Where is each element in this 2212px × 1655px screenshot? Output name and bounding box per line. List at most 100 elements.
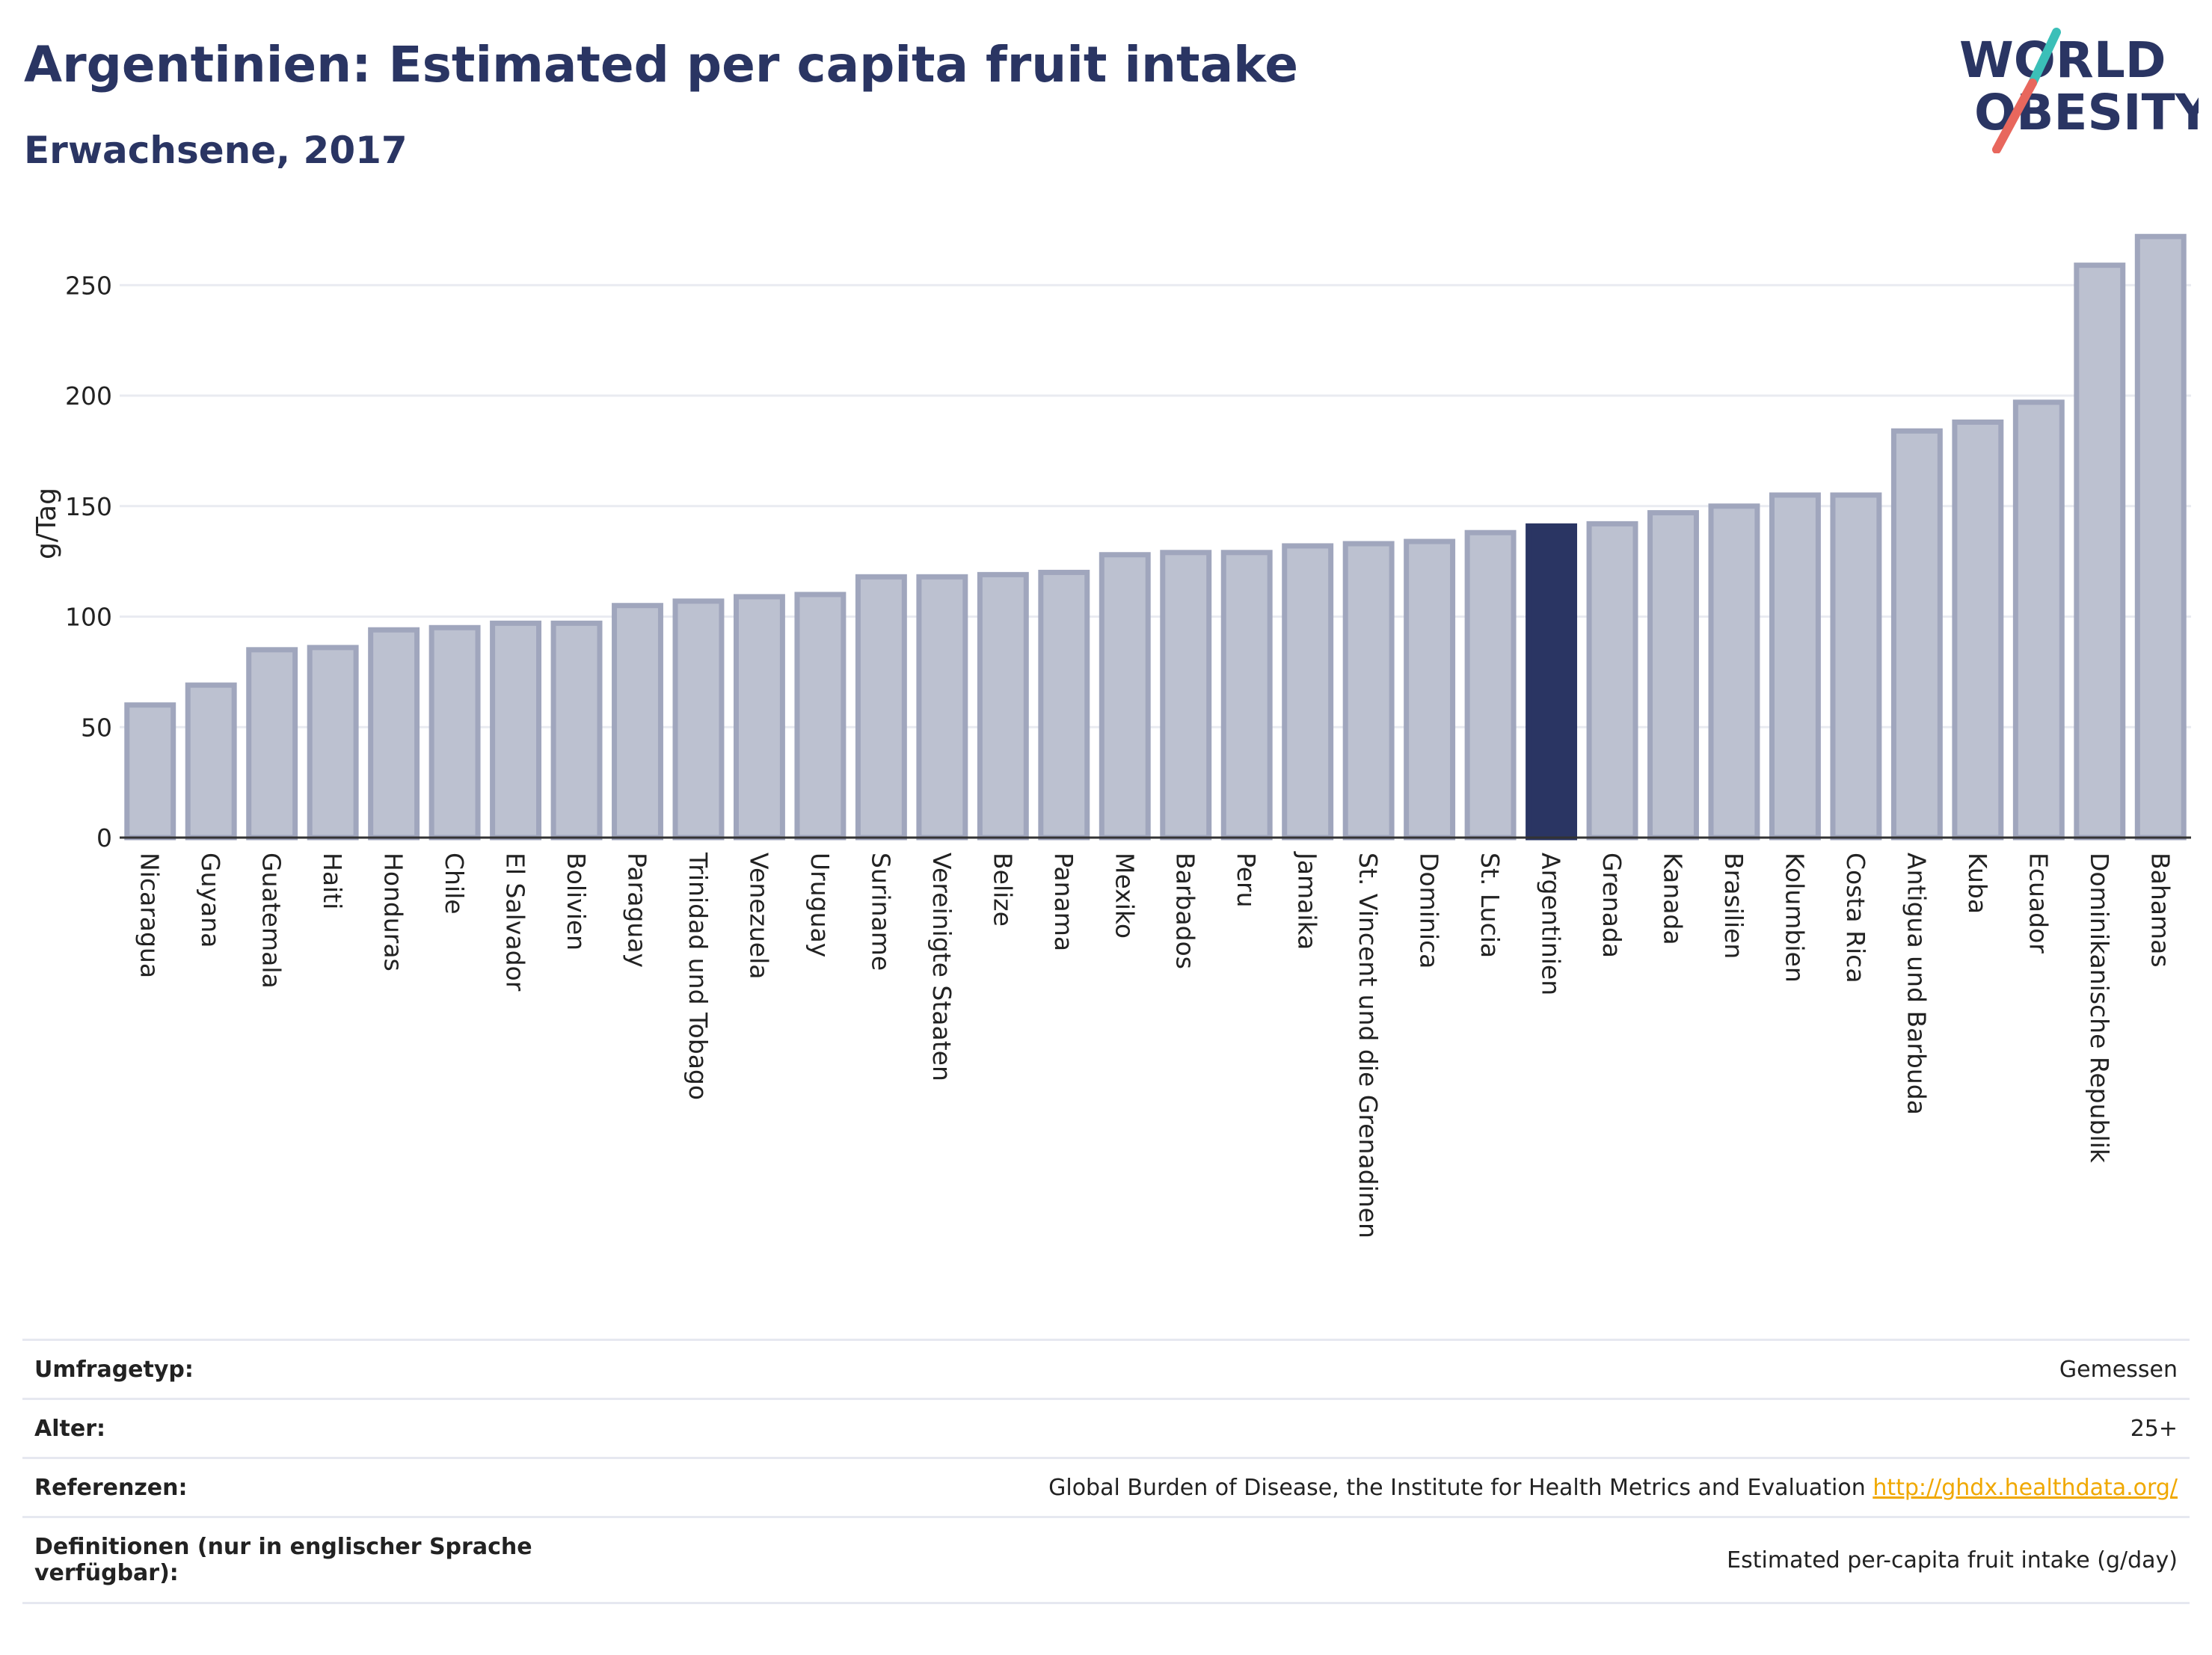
bar-kuba[interactable] bbox=[1952, 419, 2004, 841]
bar-peru[interactable] bbox=[1220, 550, 1273, 841]
info-label: Umfragetyp: bbox=[22, 1339, 570, 1400]
bar-brasilien[interactable] bbox=[1708, 503, 1760, 841]
y-axis-title: g/Tag bbox=[31, 488, 62, 559]
bar-paraguay[interactable] bbox=[612, 603, 663, 841]
reference-text: Global Burden of Disease, the Institute … bbox=[1048, 1474, 1866, 1501]
info-label: Definitionen (nur in englischer Sprache … bbox=[22, 1516, 570, 1604]
bar-dominica[interactable] bbox=[1404, 538, 1456, 841]
bar-vereinigte-staaten[interactable] bbox=[916, 574, 968, 841]
info-value: 25+ bbox=[570, 1398, 2190, 1459]
bar-nicaragua[interactable] bbox=[124, 702, 176, 841]
info-value: Gemessen bbox=[570, 1339, 2190, 1400]
x-category-label: Argentinien bbox=[1537, 853, 1566, 995]
x-category-label: Trinidad und Tobago bbox=[683, 852, 713, 1100]
x-category-label: Guatemala bbox=[257, 853, 286, 989]
x-category-label: Haiti bbox=[318, 853, 347, 909]
info-value: Global Burden of Disease, the Institute … bbox=[570, 1457, 2190, 1518]
x-category-label: Ecuador bbox=[2024, 853, 2053, 954]
bar-kolumbien[interactable] bbox=[1769, 492, 1821, 841]
x-category-label: Mexiko bbox=[1110, 853, 1139, 939]
bar-chart: 0 50 100 150 200 250 Nicaragua Guyana Guatemala… bbox=[31, 233, 2191, 1238]
bar-antigua-und-barbuda[interactable] bbox=[1890, 428, 1943, 841]
x-category-label: Bahamas bbox=[2145, 853, 2175, 968]
y-tick-label: 200 bbox=[65, 381, 112, 411]
x-category-label: Antigua und Barbuda bbox=[1902, 853, 1931, 1115]
x-category-label: Uruguay bbox=[805, 853, 835, 957]
bar-panama[interactable] bbox=[1038, 569, 1090, 841]
y-tick-label: 50 bbox=[81, 713, 112, 742]
x-category-label: Dominikanische Republik bbox=[2085, 853, 2114, 1164]
x-category-label: Brasilien bbox=[1719, 853, 1748, 959]
bar-haiti[interactable] bbox=[307, 645, 359, 841]
reference-link[interactable]: http://ghdx.healthdata.org/ bbox=[1872, 1474, 2178, 1501]
bar-st-lucia[interactable] bbox=[1464, 529, 1517, 841]
bar-grenada[interactable] bbox=[1586, 521, 1638, 841]
bar-bolivien[interactable] bbox=[550, 620, 603, 841]
x-category-label: St. Lucia bbox=[1475, 853, 1505, 958]
logo-slash-bottom bbox=[1992, 79, 2037, 153]
x-category-label: Vereinigte Staaten bbox=[927, 853, 956, 1081]
x-category-label: Guyana bbox=[196, 853, 225, 948]
bar-kanada[interactable] bbox=[1647, 510, 1699, 841]
info-value: Estimated per-capita fruit intake (g/day… bbox=[570, 1516, 2190, 1604]
info-label: Alter: bbox=[22, 1398, 570, 1459]
bar-ecuador[interactable] bbox=[2012, 399, 2065, 841]
y-tick-label: 0 bbox=[96, 823, 112, 853]
x-category-label: Kanada bbox=[1659, 853, 1688, 945]
x-category-label: Venezuela bbox=[744, 853, 773, 979]
info-label: Referenzen: bbox=[22, 1457, 570, 1518]
bar-st-vincent-und-die-grenadinen[interactable] bbox=[1342, 541, 1395, 841]
info-row-survey-type: Umfragetyp: Gemessen bbox=[22, 1339, 2190, 1400]
info-row-age: Alter: 25+ bbox=[22, 1398, 2190, 1459]
bar-jamaika[interactable] bbox=[1282, 543, 1334, 841]
bar-trinidad-und-tobago[interactable] bbox=[672, 598, 725, 841]
bar-suriname[interactable] bbox=[855, 574, 907, 841]
x-category-label: Kolumbien bbox=[1780, 853, 1809, 983]
bar-mexiko[interactable] bbox=[1099, 552, 1151, 841]
x-category-label: Kuba bbox=[1963, 853, 1992, 914]
x-category-label: Jamaika bbox=[1293, 851, 1322, 950]
bar-chile[interactable] bbox=[428, 624, 481, 841]
x-category-label: Honduras bbox=[379, 853, 408, 971]
x-category-label: Belize bbox=[988, 853, 1017, 927]
bar-belize[interactable] bbox=[977, 571, 1029, 841]
x-category-label: St. Vincent und die Grenadinen bbox=[1354, 853, 1383, 1238]
bar-bahamas[interactable] bbox=[2134, 233, 2187, 841]
x-category-label: Peru bbox=[1232, 853, 1261, 908]
info-table: Umfragetyp: Gemessen Alter: 25+ Referenz… bbox=[22, 1339, 2190, 1604]
bar-honduras[interactable] bbox=[368, 627, 420, 841]
bar-barbados[interactable] bbox=[1160, 550, 1212, 841]
bar-el-salvador[interactable] bbox=[490, 620, 542, 841]
bar-guyana[interactable] bbox=[185, 682, 237, 841]
bar-costa-rica[interactable] bbox=[1830, 492, 1882, 841]
x-category-label: Paraguay bbox=[623, 853, 652, 968]
logo-slash-top bbox=[2028, 28, 2061, 87]
bar-dominikanische-republik[interactable] bbox=[2074, 262, 2126, 841]
bar-uruguay[interactable] bbox=[794, 592, 847, 841]
info-row-references: Referenzen: Global Burden of Disease, th… bbox=[22, 1457, 2190, 1518]
x-category-label: Grenada bbox=[1597, 853, 1626, 958]
x-category-label: Dominica bbox=[1415, 853, 1444, 968]
y-tick-label: 150 bbox=[65, 492, 112, 521]
chart-subtitle: Erwachsene, 2017 bbox=[24, 129, 408, 172]
logo-line-1: WORLD bbox=[1959, 31, 2166, 89]
x-axis-labels: Nicaragua Guyana Guatemala Haiti Honduras Chi… bbox=[135, 851, 2175, 1238]
bar-guatemala[interactable] bbox=[246, 647, 298, 841]
x-category-label: El Salvador bbox=[501, 853, 530, 992]
x-category-label: Chile bbox=[440, 853, 469, 915]
y-tick-label: 100 bbox=[65, 603, 112, 632]
bar-argentinien[interactable] bbox=[1526, 523, 1578, 841]
x-category-label: Nicaragua bbox=[135, 853, 165, 978]
bars bbox=[124, 233, 2187, 841]
x-category-label: Costa Rica bbox=[1841, 853, 1870, 983]
y-tick-label: 250 bbox=[65, 271, 112, 300]
x-category-label: Bolivien bbox=[562, 853, 591, 951]
x-category-label: Panama bbox=[1049, 853, 1078, 951]
info-row-definitions: Definitionen (nur in englischer Sprache … bbox=[22, 1516, 2190, 1604]
chart-title: Argentinien: Estimated per capita fruit … bbox=[24, 36, 1299, 93]
x-category-label: Barbados bbox=[1171, 853, 1200, 969]
world-obesity-logo: WORLD OBESITY bbox=[1959, 28, 2199, 153]
x-category-label: Suriname bbox=[866, 853, 895, 971]
y-axis-ticks: 0 50 100 150 200 250 bbox=[65, 271, 112, 853]
bar-venezuela[interactable] bbox=[733, 594, 785, 841]
